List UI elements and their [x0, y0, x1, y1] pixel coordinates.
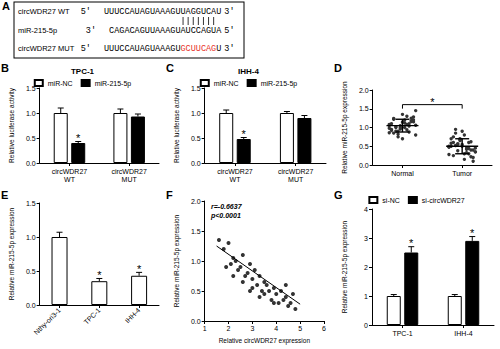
svg-text:1.0: 1.0 — [191, 110, 201, 117]
svg-text:0: 0 — [364, 322, 368, 329]
svg-text:4: 4 — [274, 325, 278, 332]
svg-text:2: 2 — [364, 264, 368, 271]
svg-text:circWDR27 MUT: circWDR27 MUT — [18, 44, 75, 53]
svg-text:5': 5' — [224, 26, 234, 36]
svg-text:0.0: 0.0 — [191, 318, 201, 325]
svg-text:3': 3' — [224, 44, 234, 54]
svg-text:0.0: 0.0 — [359, 162, 369, 169]
svg-text:Relative miR-215-5p expression: Relative miR-215-5p expression — [173, 214, 181, 307]
svg-text:MUT: MUT — [288, 176, 304, 183]
svg-text:Normal: Normal — [391, 170, 414, 177]
svg-text:si-circWDR27: si-circWDR27 — [422, 197, 465, 204]
html-text:U U U C C A U A G U A A A G U: U U U C C A U A G U A A A G U G C U U C … — [104, 44, 217, 54]
svg-text:TPC-1: TPC-1 — [392, 330, 412, 337]
svg-text:1.0: 1.0 — [359, 124, 369, 131]
html-text:C: C — [166, 62, 174, 74]
svg-text:Relative miR-215-5p expression: Relative miR-215-5p expression — [341, 81, 349, 174]
svg-text:circWDR27: circWDR27 — [52, 168, 87, 175]
svg-text:miR-215-5p: miR-215-5p — [95, 80, 132, 88]
svg-text:1.5: 1.5 — [359, 105, 369, 112]
html-text:G: G — [334, 189, 343, 201]
svg-text:*: * — [430, 96, 435, 108]
svg-text:circWDR27 WT: circWDR27 WT — [18, 7, 70, 16]
svg-text:3': 3' — [86, 26, 96, 36]
svg-text:circWDR27: circWDR27 — [278, 168, 313, 175]
svg-text:Relative miR-215-5p expression: Relative miR-215-5p expression — [341, 220, 349, 313]
svg-text:*: * — [409, 237, 414, 249]
svg-text:3: 3 — [364, 235, 368, 242]
svg-text:0.5: 0.5 — [26, 135, 36, 142]
svg-text:Relative circWDR27 expression: Relative circWDR27 expression — [219, 337, 311, 345]
svg-text:Relative miR-215-5p expression: Relative miR-215-5p expression — [8, 207, 16, 300]
svg-text:*: * — [76, 132, 81, 144]
svg-text:1.0: 1.0 — [26, 110, 36, 117]
svg-text:IHH-4: IHH-4 — [238, 67, 259, 76]
svg-text:1: 1 — [364, 293, 368, 300]
svg-text:WT: WT — [230, 176, 242, 183]
svg-text:U: U — [216, 7, 221, 17]
svg-text:Tumor: Tumor — [452, 170, 473, 177]
svg-text:WT: WT — [64, 176, 76, 183]
svg-text:miR-215-5p: miR-215-5p — [261, 80, 298, 88]
svg-text:5': 5' — [81, 7, 91, 17]
svg-text:1.0: 1.0 — [26, 234, 36, 241]
svg-text:1.0: 1.0 — [191, 258, 201, 265]
svg-text:0.5: 0.5 — [191, 288, 201, 295]
svg-text:r=-0.6637: r=-0.6637 — [211, 203, 243, 210]
svg-text:MUT: MUT — [122, 176, 138, 183]
svg-text:2.0: 2.0 — [191, 198, 201, 205]
svg-text:1.5: 1.5 — [25, 84, 36, 92]
html-text:C A G A C A G U U A A A G U A: C A G A C A G U U A A A G U A U C C A G … — [109, 26, 217, 36]
svg-text:TPC-1: TPC-1 — [71, 67, 95, 76]
svg-text:0.0: 0.0 — [26, 160, 36, 167]
svg-text:*: * — [242, 128, 247, 140]
svg-text:IHH-4: IHH-4 — [124, 306, 142, 324]
svg-text:miR-NC: miR-NC — [48, 80, 73, 87]
svg-text:0.5: 0.5 — [191, 135, 201, 142]
svg-text:TPC-1: TPC-1 — [83, 306, 102, 325]
svg-text:3: 3 — [250, 325, 254, 332]
svg-text:si-NC: si-NC — [382, 197, 400, 204]
svg-text:U: U — [216, 44, 221, 54]
svg-text:1.5: 1.5 — [26, 200, 36, 207]
html-text:D: D — [334, 62, 342, 74]
svg-text:0.5: 0.5 — [359, 143, 369, 150]
svg-text:miR-NC: miR-NC — [214, 80, 239, 87]
svg-text:2: 2 — [227, 325, 231, 332]
svg-text:miR-215-5p: miR-215-5p — [18, 26, 57, 35]
svg-text:5': 5' — [81, 44, 91, 54]
svg-text:Nthy-ori3-1: Nthy-ori3-1 — [33, 306, 63, 336]
svg-text:4: 4 — [364, 206, 368, 213]
svg-text:A: A — [216, 26, 222, 36]
svg-text:0.0: 0.0 — [191, 160, 201, 167]
svg-text:*: * — [137, 263, 142, 275]
html-text:A: A — [2, 0, 10, 12]
svg-text:*: * — [97, 269, 102, 281]
svg-text:IHH-4: IHH-4 — [454, 330, 472, 337]
svg-text:p<0.0001: p<0.0001 — [210, 212, 241, 220]
html-text:F: F — [166, 189, 173, 201]
svg-text:0.5: 0.5 — [26, 268, 36, 275]
html-text:U U U C C A U A G U A A A G U: U U U C C A U A G U A A A G U U A G G U … — [104, 7, 217, 17]
svg-text:0.0: 0.0 — [26, 302, 36, 309]
svg-text:*: * — [470, 227, 475, 239]
svg-text:3': 3' — [224, 7, 234, 17]
html-text:E: E — [1, 189, 9, 201]
svg-text:1: 1 — [203, 325, 207, 332]
svg-text:circWDR27: circWDR27 — [111, 168, 146, 175]
svg-text:1.5: 1.5 — [191, 85, 201, 92]
svg-text:circWDR27: circWDR27 — [217, 168, 252, 175]
svg-text:Relative luciferase activity: Relative luciferase activity — [8, 87, 16, 163]
html-text:B: B — [1, 62, 9, 74]
svg-text:Relative luciferase activity: Relative luciferase activity — [173, 87, 181, 163]
svg-text:6: 6 — [322, 325, 326, 332]
svg-text:2.0: 2.0 — [359, 87, 369, 94]
svg-text:1.5: 1.5 — [191, 228, 201, 235]
svg-text:5: 5 — [298, 325, 302, 332]
